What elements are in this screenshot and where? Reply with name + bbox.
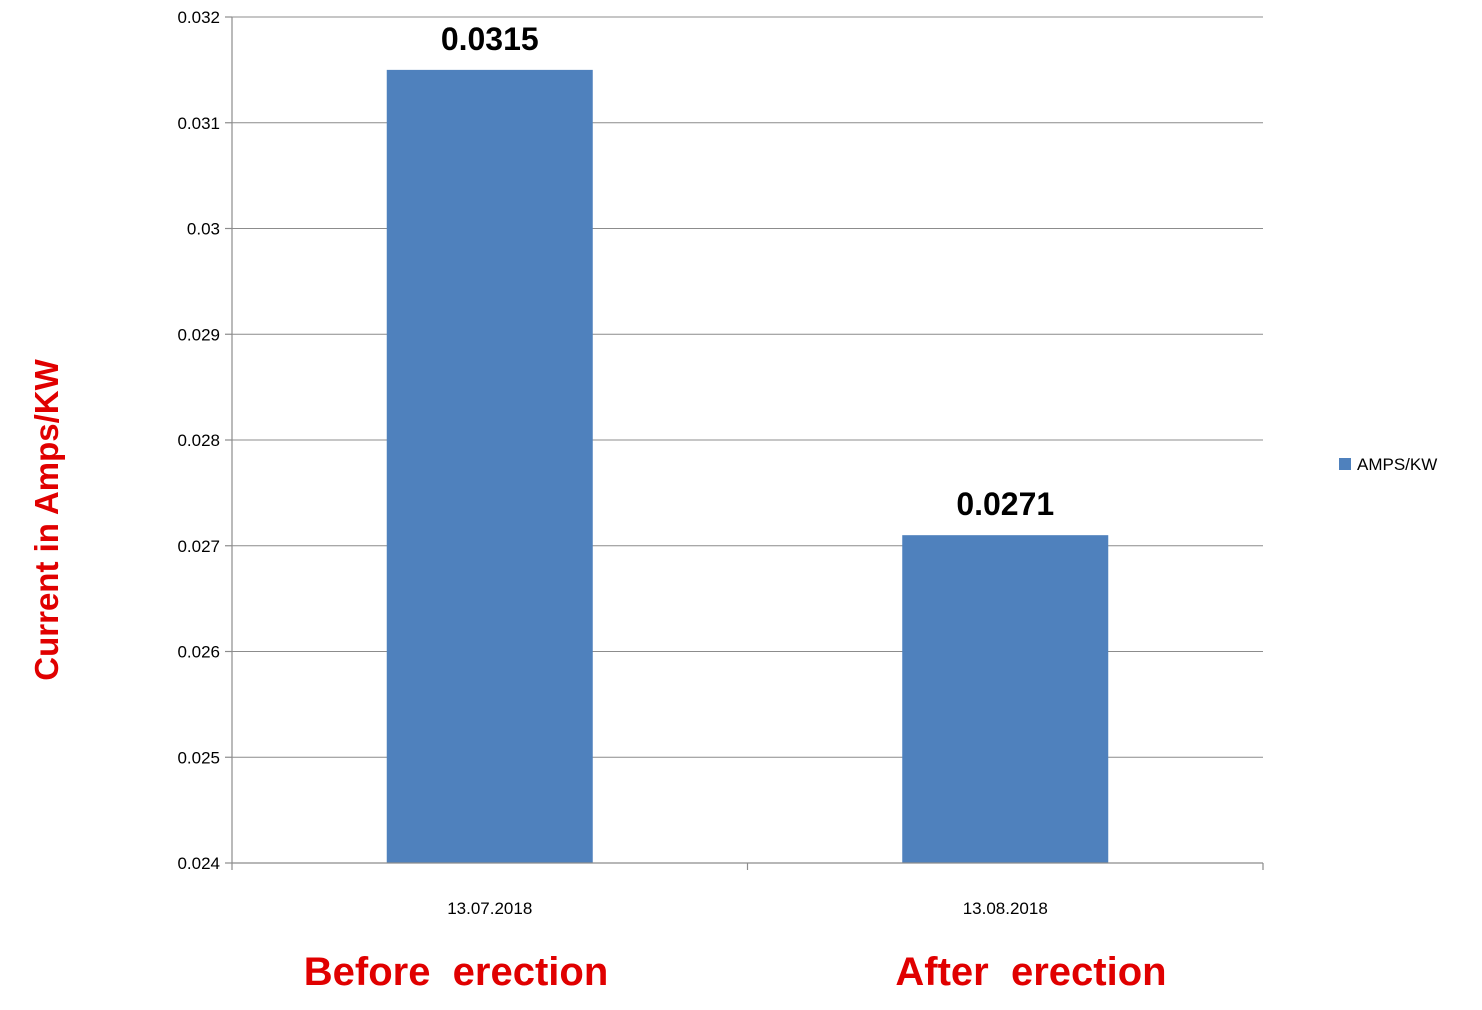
y-tick-label: 0.024 bbox=[177, 854, 220, 873]
data-label: 0.0315 bbox=[441, 21, 539, 57]
y-tick-label: 0.026 bbox=[177, 643, 220, 662]
x-tick-label: 13.07.2018 bbox=[447, 899, 532, 918]
y-tick-label: 0.025 bbox=[177, 748, 220, 767]
bar-13.07.2018 bbox=[386, 69, 593, 863]
y-tick-label: 0.028 bbox=[177, 431, 220, 450]
x-tick-labels: 13.07.2018 13.08.2018 bbox=[447, 899, 1048, 918]
data-labels: 0.0315 0.0271 bbox=[441, 21, 1054, 522]
y-tick-label: 0.029 bbox=[177, 325, 220, 344]
annotation-before-erection: Before erection bbox=[304, 950, 609, 994]
y-tick-label: 0.031 bbox=[177, 114, 220, 133]
bars bbox=[386, 69, 1109, 863]
data-label: 0.0271 bbox=[956, 486, 1054, 522]
axes bbox=[231, 17, 1263, 864]
legend: AMPS/KW bbox=[1339, 455, 1437, 474]
x-tick-label: 13.08.2018 bbox=[963, 899, 1048, 918]
y-tick-labels: 0.024 0.025 0.026 0.027 0.028 0.029 0.03 0.031 0… bbox=[177, 8, 220, 873]
y-tick-label: 0.032 bbox=[177, 8, 220, 27]
bar-13.08.2018 bbox=[902, 535, 1109, 863]
legend-label-amps-kw: AMPS/KW bbox=[1357, 455, 1437, 474]
y-axis-title: Current in Amps/KW bbox=[28, 358, 65, 680]
annotation-after-erection: After erection bbox=[895, 950, 1166, 994]
legend-swatch-amps-kw bbox=[1339, 458, 1351, 470]
y-tick-label: 0.027 bbox=[177, 537, 220, 556]
y-tick-label: 0.03 bbox=[187, 220, 220, 239]
